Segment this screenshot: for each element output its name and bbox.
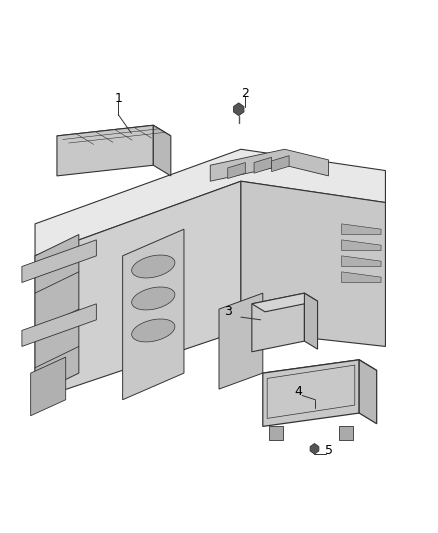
- Polygon shape: [342, 224, 381, 235]
- Polygon shape: [252, 293, 318, 312]
- Ellipse shape: [132, 255, 175, 278]
- Polygon shape: [310, 443, 319, 454]
- Polygon shape: [22, 304, 96, 346]
- Polygon shape: [342, 240, 381, 251]
- Polygon shape: [210, 149, 328, 181]
- Polygon shape: [123, 229, 184, 400]
- Polygon shape: [342, 272, 381, 282]
- Polygon shape: [35, 235, 79, 394]
- Polygon shape: [304, 293, 318, 349]
- Polygon shape: [35, 149, 385, 256]
- Polygon shape: [228, 163, 245, 179]
- Text: 5: 5: [325, 444, 332, 457]
- Polygon shape: [153, 125, 171, 176]
- Text: 2: 2: [241, 87, 249, 100]
- Polygon shape: [233, 103, 244, 116]
- Ellipse shape: [132, 319, 175, 342]
- Polygon shape: [219, 293, 263, 389]
- Polygon shape: [35, 181, 241, 400]
- Polygon shape: [339, 426, 353, 440]
- Polygon shape: [31, 357, 66, 416]
- Polygon shape: [254, 157, 272, 173]
- Polygon shape: [359, 360, 377, 424]
- Text: 3: 3: [224, 305, 232, 318]
- Ellipse shape: [132, 287, 175, 310]
- Polygon shape: [22, 240, 96, 282]
- Polygon shape: [263, 360, 377, 384]
- Polygon shape: [57, 125, 171, 147]
- Text: 1: 1: [114, 92, 122, 105]
- Polygon shape: [57, 125, 153, 176]
- Polygon shape: [269, 426, 283, 440]
- Polygon shape: [272, 156, 289, 172]
- Polygon shape: [241, 181, 385, 346]
- Polygon shape: [252, 293, 304, 352]
- Polygon shape: [342, 256, 381, 266]
- Polygon shape: [263, 360, 359, 426]
- Text: 4: 4: [294, 385, 302, 398]
